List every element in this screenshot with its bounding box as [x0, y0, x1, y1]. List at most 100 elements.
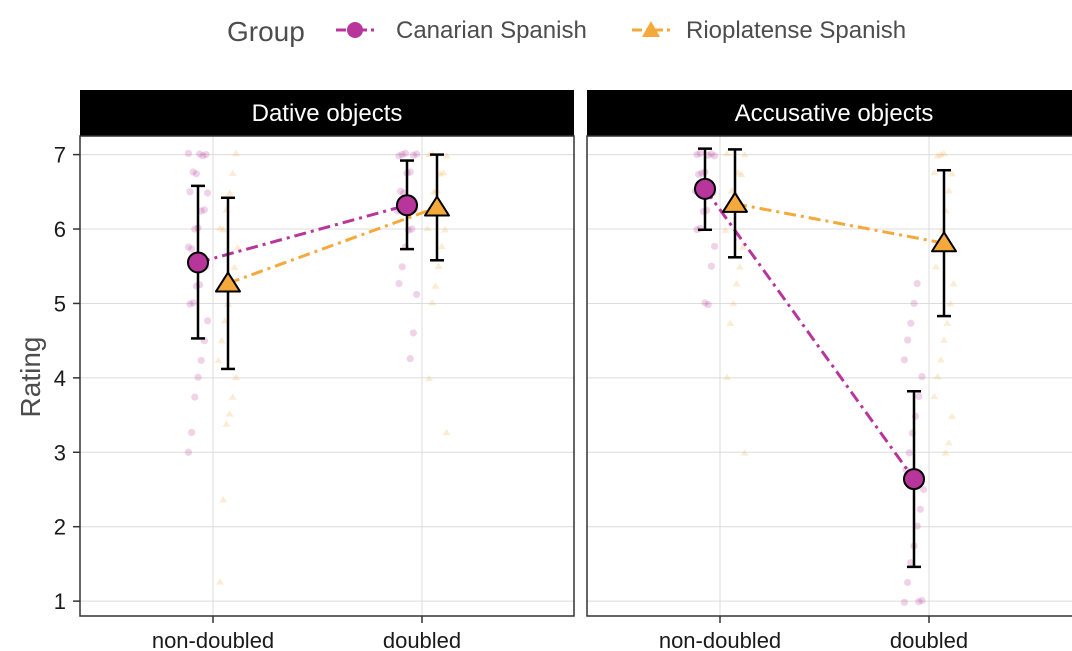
mean-point [694, 177, 716, 200]
raw-point [204, 317, 212, 325]
raw-point [721, 226, 730, 233]
raw-point [184, 149, 192, 158]
mean-point [215, 271, 241, 293]
raw-point [933, 373, 942, 380]
raw-point [439, 169, 448, 176]
panel-background [587, 136, 1072, 616]
mean-point [903, 468, 925, 491]
raw-point [941, 449, 950, 456]
panel-border [79, 135, 575, 617]
y-tick-label: 7 [54, 143, 66, 168]
raw-point [189, 168, 197, 176]
raw-point [228, 169, 237, 176]
raw-point [693, 151, 701, 159]
raw-point [197, 207, 205, 215]
raw-point [214, 356, 223, 364]
raw-point [184, 243, 192, 251]
raw-point [739, 243, 747, 250]
raw-point [232, 149, 240, 157]
raw-point [199, 152, 207, 160]
raw-point [434, 262, 443, 269]
raw-point [425, 374, 433, 382]
raw-point [398, 263, 406, 271]
raw-point [191, 393, 199, 401]
raw-point [693, 226, 701, 234]
raw-point [442, 428, 451, 436]
raw-point [401, 149, 409, 158]
raw-point [397, 187, 405, 195]
y-axis: 1 2 3 4 5 6 7 [54, 143, 80, 614]
raw-point [406, 168, 414, 176]
raw-point [191, 225, 199, 233]
raw-point [940, 336, 948, 343]
y-tick-label: 1 [54, 589, 66, 614]
gridlines [80, 136, 574, 616]
raw-point [900, 356, 909, 364]
raw-point [413, 150, 421, 158]
raw-point [188, 428, 196, 437]
raw-point [184, 448, 192, 456]
raw-point [409, 329, 417, 337]
y-axis-title: Rating [15, 337, 46, 418]
mean-point [424, 195, 450, 217]
raw-point [740, 449, 749, 456]
panel-background [80, 136, 574, 616]
raw-point [197, 356, 205, 365]
raw-point [915, 598, 923, 606]
y-tick-label: 6 [54, 217, 66, 242]
raw-point [189, 299, 197, 307]
raw-point [944, 439, 953, 446]
raw-point [933, 152, 942, 159]
raw-point [932, 263, 940, 270]
raw-point [726, 319, 735, 326]
raw-point [936, 151, 945, 158]
series-line [703, 187, 916, 480]
raw-point [707, 150, 716, 158]
raw-point [216, 578, 224, 585]
panel-strip [80, 90, 574, 136]
raw-point [406, 355, 414, 363]
raw-point [704, 301, 712, 309]
panel-title: Dative objects [252, 100, 403, 127]
raw-point [701, 299, 709, 307]
raw-point [202, 151, 210, 159]
raw-point [735, 263, 744, 270]
raw-point [930, 392, 939, 400]
panel-accusative: Accusative objects [586, 90, 1072, 617]
raw-point [200, 206, 208, 214]
raw-point [949, 280, 958, 287]
summary-layer [187, 153, 450, 371]
raw-point [948, 170, 956, 177]
raw-point [904, 336, 912, 344]
raw-point [729, 299, 738, 307]
raw-point [910, 299, 918, 308]
raw-point [740, 151, 749, 158]
mean-point [931, 231, 957, 253]
raw-point [204, 189, 212, 197]
legend-title: Group [227, 16, 305, 47]
raw-point [904, 578, 912, 587]
raw-point [395, 152, 403, 160]
mean-point [722, 191, 748, 213]
gridlines [587, 136, 1072, 616]
panel-title: Accusative objects [735, 100, 934, 127]
raw-point [943, 319, 952, 326]
raw-point [915, 392, 923, 401]
raw-point [948, 412, 956, 419]
panel-dative: Dative objects [79, 90, 575, 617]
raw-point [192, 170, 200, 178]
raw-point [442, 152, 451, 159]
series-line [227, 206, 438, 285]
raw-point [219, 496, 228, 503]
raw-point [217, 337, 226, 344]
raw-point [398, 151, 406, 159]
raw-point [940, 149, 948, 157]
raw-point [907, 319, 915, 327]
raw-point [900, 598, 909, 606]
raw-point [232, 373, 240, 380]
raw-point [916, 505, 925, 513]
raw-point [225, 189, 234, 196]
raw-point [696, 149, 704, 158]
panel-border [586, 135, 1072, 617]
